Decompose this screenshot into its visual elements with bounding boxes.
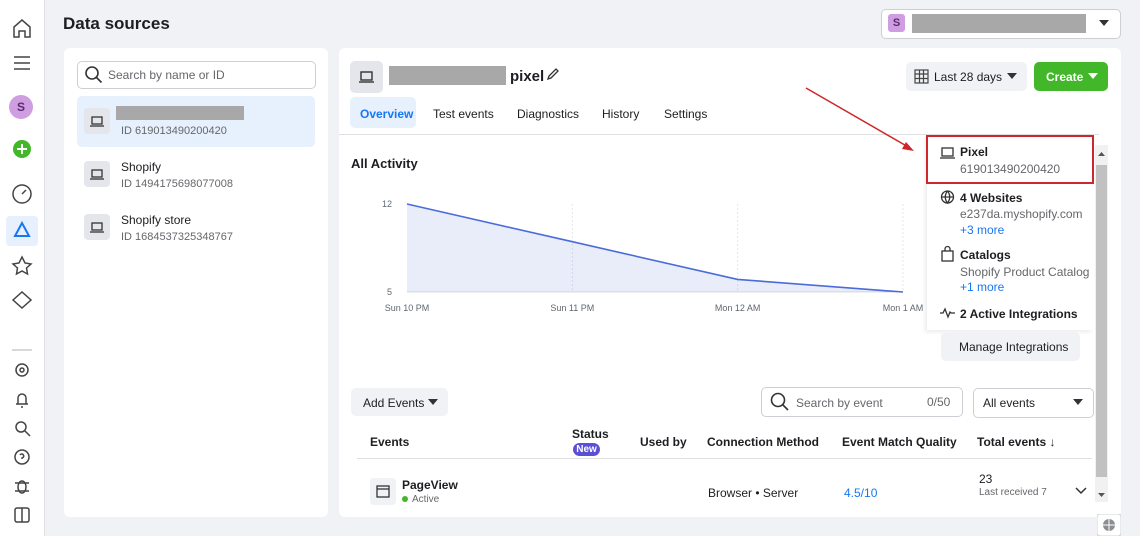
event-filter[interactable] [973, 388, 1094, 418]
detail-value: e237da.myshopify.com [960, 207, 1083, 221]
highlight-box [926, 135, 1094, 184]
event-icon [370, 478, 396, 505]
search-box[interactable] [77, 61, 316, 89]
more-link[interactable]: +1 more [960, 280, 1005, 294]
x-tick-label: Sun 11 PM [550, 303, 594, 313]
column-header: Used by [640, 435, 687, 449]
column-header: Status [572, 427, 609, 441]
source-item-selected[interactable] [77, 96, 315, 147]
event-search[interactable] [761, 387, 963, 417]
area [407, 204, 903, 292]
annotation-arrow [805, 87, 914, 151]
connection-method: Browser • Server [708, 486, 799, 500]
tab[interactable]: Diagnostics [517, 107, 580, 121]
scroll-thumb[interactable] [1096, 165, 1107, 477]
add-events-label: Add Events [363, 396, 425, 410]
y-tick-label: 12 [382, 199, 392, 209]
source-name[interactable]: Shopify store [121, 213, 192, 227]
more-link[interactable]: +3 more [960, 223, 1005, 237]
detail-label: 4 Websites [960, 191, 1023, 205]
scroll-arrows [1098, 152, 1105, 497]
x-tick-label: Mon 12 AM [715, 303, 761, 313]
caret [1099, 20, 1109, 26]
detail-label: Catalogs [960, 248, 1011, 262]
redacted [912, 14, 1086, 33]
pixel-name: pixel [510, 68, 545, 85]
search-icon [85, 66, 103, 84]
caret [1007, 73, 1017, 79]
line [406, 203, 904, 293]
redacted [116, 106, 244, 120]
detail-label: Pixel [960, 145, 989, 159]
detail-icons [940, 147, 955, 319]
date-range: Last 28 days [934, 70, 1003, 84]
create-button[interactable] [1034, 62, 1108, 91]
page-title: Data sources [63, 14, 170, 33]
tab-selected [350, 97, 416, 128]
x-tick-label: Mon 1 AM [883, 303, 924, 313]
caret [1088, 73, 1098, 79]
status-dot [402, 496, 408, 502]
caret [1073, 399, 1083, 405]
source-id: ID 619013490200420 [121, 125, 227, 137]
edit-icon[interactable] [546, 67, 560, 81]
column-header: Event Match Quality [842, 435, 957, 449]
source-icons [84, 108, 110, 240]
filter-label: All events [983, 396, 1036, 410]
match-quality[interactable]: 4.5/10 [844, 486, 878, 500]
chart: Sun 10 PM Sun 11 PM Mon 12 AM Mon 1 AM 5 12 [382, 199, 924, 313]
details-panel [927, 135, 1093, 330]
search-icon [770, 392, 789, 411]
account-avatar: S [888, 14, 905, 32]
column-header: Events [370, 435, 410, 449]
caret [428, 399, 438, 405]
source-id: ID 1684537325348767 [121, 231, 233, 243]
pixel-icon [350, 61, 383, 93]
new-badge: New [573, 443, 600, 456]
divider [339, 134, 1099, 135]
search-placeholder: Search by event [796, 396, 883, 410]
detail-value: 619013490200420 [960, 162, 1061, 176]
tab[interactable]: Test events [433, 107, 494, 121]
char-counter: 0/50 [927, 395, 951, 409]
last-received: Last received 7 [979, 487, 1047, 498]
source-name[interactable]: Shopify [121, 160, 162, 174]
manage-button[interactable] [941, 332, 1080, 361]
source-id: ID 1494175698077008 [121, 178, 233, 190]
create-label: Create [1046, 70, 1084, 84]
expand-icon[interactable] [1075, 487, 1087, 495]
manage-label: Manage Integrations [959, 340, 1069, 354]
event-state: Active [412, 494, 440, 505]
date-range-button[interactable] [906, 62, 1027, 91]
column-header[interactable]: Total events ↓ [977, 435, 1056, 449]
avatar[interactable]: S [9, 95, 33, 119]
sidebar-icons [6, 19, 38, 523]
event-name[interactable]: PageView [402, 478, 458, 492]
detail-value: Shopify Product Catalog [960, 265, 1090, 279]
event-total: 23 [979, 472, 993, 486]
divider [357, 458, 1092, 459]
tab[interactable]: History [602, 107, 640, 121]
x-tick-label: Sun 10 PM [385, 303, 430, 313]
tab[interactable]: Settings [664, 107, 708, 121]
chart-title: All Activity [351, 156, 418, 171]
sidebar [0, 0, 45, 536]
help-globe[interactable] [1097, 514, 1121, 536]
redacted [389, 66, 506, 85]
search-placeholder: Search by name or ID [108, 68, 225, 82]
calendar-icon [914, 69, 929, 84]
y-tick-label: 5 [387, 287, 392, 297]
detail-label: 2 Active Integrations [960, 307, 1078, 321]
column-header: Connection Method [707, 435, 819, 449]
tab[interactable]: Overview [360, 107, 414, 121]
